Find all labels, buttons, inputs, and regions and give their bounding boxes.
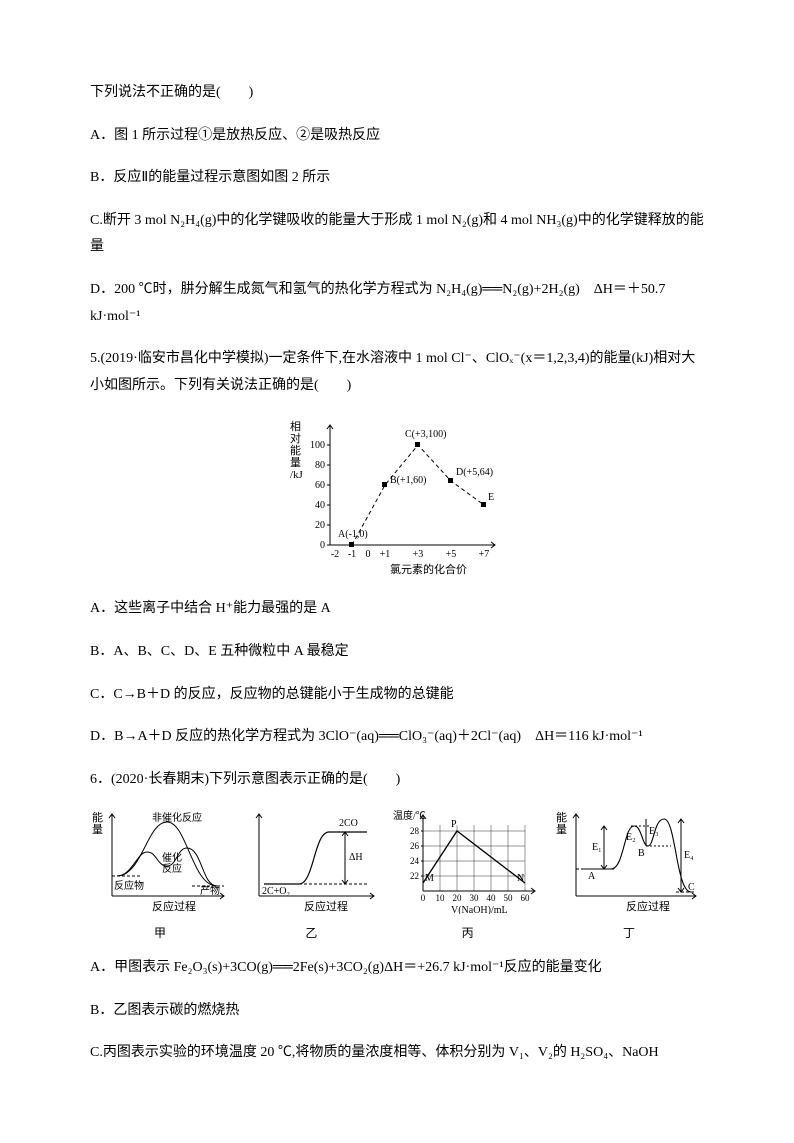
svg-text:20: 20 [452,893,462,903]
q6-fig-ding: A B C E₁ E₂ E₃ E₄ 反应过程 能量 丁 [554,809,704,945]
svg-text:40: 40 [486,893,496,903]
svg-text:100: 100 [310,440,325,451]
svg-text:氯元素的化合价: 氯元素的化合价 [390,562,467,576]
svg-text:反应物: 反应物 [114,879,144,892]
svg-text:E₂: E₂ [626,832,636,843]
svg-text:+1: +1 [380,549,391,560]
svg-text:E₄: E₄ [684,850,694,861]
svg-text:+5: +5 [446,549,457,560]
q6-fig-bing: 22 24 26 28 0 10 20 30 40 50 60 [393,809,543,945]
svg-text:ΔH: ΔH [349,852,363,863]
svg-text:+7: +7 [479,549,490,560]
svg-text:温度/℃: 温度/℃ [393,809,426,822]
svg-text:M: M [425,873,434,884]
svg-text:A(-1,0): A(-1,0) [338,529,368,540]
svg-text:C(+3,100): C(+3,100) [405,429,446,440]
q6-fig-yi: 2CO 2C+O₂ ΔH 反应过程 乙 [241,809,381,945]
svg-text:催化: 催化 [162,851,182,864]
svg-text:28: 28 [410,826,420,836]
q5-chart: 0 20 40 60 80 100 -2 -1 0 +1 +3 +5 +7 [282,415,512,580]
svg-text:非催化反应: 非催化反应 [152,811,202,824]
svg-text:反应: 反应 [162,862,182,875]
svg-text:0: 0 [320,540,325,551]
svg-text:反应过程: 反应过程 [304,899,348,913]
q6-stem: 6．(2020·长春期末)下列示意图表示正确的是( ) [90,767,704,794]
svg-text:B(+1,60): B(+1,60) [390,475,426,486]
svg-text:20: 20 [315,520,325,531]
q4-option-b: B．反应Ⅱ的能量过程示意图如图 2 所示 [90,165,704,192]
svg-text:N: N [517,873,524,884]
svg-text:产物: 产物 [200,884,220,897]
q4-option-c: C.断开 3 mol N₂H₄(g)中的化学键吸收的能量大于形成 1 mol N… [90,208,704,261]
svg-text:反应过程: 反应过程 [626,899,670,913]
svg-text:E₃: E₃ [649,826,659,837]
svg-text:40: 40 [315,500,325,511]
svg-text:+3: +3 [413,549,424,560]
svg-text:B: B [638,848,645,859]
q6-option-b: B．乙图表示碳的燃烧热 [90,998,704,1025]
svg-text:能量: 能量 [556,810,567,836]
q4-stem: 下列说法不正确的是( ) [90,80,704,107]
svg-text:0: 0 [420,893,425,903]
svg-text:能量: 能量 [92,810,103,836]
svg-text:D(+5,64): D(+5,64) [456,467,493,478]
svg-text:E: E [488,492,494,503]
svg-text:2C+O₂: 2C+O₂ [262,886,290,897]
svg-text:C: C [688,882,695,893]
q4-option-d: D．200 ℃时，肼分解生成氮气和氢气的热化学方程式为 N₂H₄(g)══N₂(… [90,277,704,330]
svg-text:30: 30 [469,893,479,903]
q5-option-c: C．C→B＋D 的反应，反应物的总键能小于生成物的总键能 [90,682,704,709]
svg-text:24: 24 [410,856,420,866]
svg-text:60: 60 [520,893,530,903]
svg-text:22: 22 [410,871,419,881]
q5-option-b: B．A、B、C、D、E 五种微粒中 A 最稳定 [90,639,704,666]
q6-option-c: C.丙图表示实验的环境温度 20 ℃,将物质的量浓度相等、体积分别为 V₁、V₂… [90,1040,704,1067]
q5-stem: 5.(2019·临安市昌化中学模拟)一定条件下,在水溶液中 1 mol Cl⁻、… [90,346,704,399]
q5-option-d: D．B→A＋D 反应的热化学方程式为 3ClO⁻(aq)══ClO₃⁻(aq)＋… [90,724,704,751]
svg-text:50: 50 [503,893,513,903]
svg-text:-1: -1 [348,549,356,560]
q6-option-a: A．甲图表示 Fe₂O₃(s)+3CO(g)══2Fe(s)+3CO₂(g)ΔH… [90,955,704,982]
svg-text:0: 0 [366,549,371,560]
svg-text:2CO: 2CO [339,818,358,829]
q4-option-a: A．图 1 所示过程①是放热反应、②是吸热反应 [90,123,704,150]
svg-text:60: 60 [315,480,325,491]
svg-text:反应过程: 反应过程 [152,899,196,913]
svg-text:26: 26 [410,841,420,851]
svg-text:10: 10 [435,893,445,903]
svg-text:相对能量/kJ: 相对能量/kJ [290,420,304,481]
q6-fig-jia: 非催化反应 催化 反应 反应物 产物 反应过程 能量 甲 [90,809,230,945]
svg-text:P: P [451,819,457,830]
svg-text:A: A [588,871,596,882]
q5-option-a: A．这些离子中结合 H⁺能力最强的是 A [90,596,704,623]
svg-text:80: 80 [315,460,325,471]
svg-text:-2: -2 [331,549,339,560]
svg-text:V(NaOH)/mL: V(NaOH)/mL [451,905,508,914]
svg-text:E₁: E₁ [592,842,602,853]
